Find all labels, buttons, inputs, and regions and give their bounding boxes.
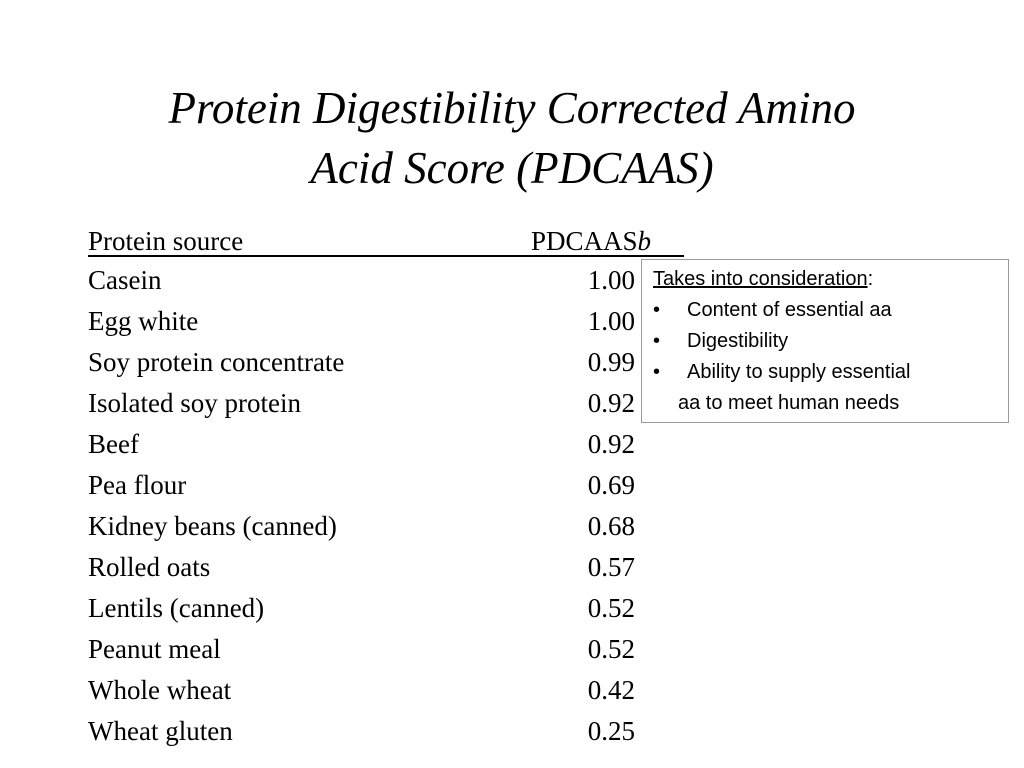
header-pdcaas-label: PDCAAS bbox=[531, 226, 638, 256]
consideration-item-text: Ability to supply essential bbox=[687, 361, 911, 383]
table-row: Egg white 1.00 bbox=[88, 301, 688, 342]
protein-source-cell: Beef bbox=[88, 429, 139, 459]
bullet-icon: • bbox=[653, 330, 661, 352]
table-row: Casein 1.00 bbox=[88, 260, 688, 301]
pdcaas-value-cell: 0.68 bbox=[587, 511, 635, 541]
pdcaas-value-cell: 0.25 bbox=[587, 716, 635, 746]
consideration-item-text: Content of essential aa bbox=[687, 299, 892, 321]
protein-source-cell: Peanut meal bbox=[88, 634, 221, 664]
table-row: Pea flour 0.69 bbox=[88, 465, 688, 506]
consideration-title: Takes into consideration bbox=[653, 268, 868, 290]
pdcaas-value-cell: 0.92 bbox=[587, 388, 635, 418]
pdcaas-value-cell: 0.52 bbox=[587, 634, 635, 664]
header-pdcaas-footnote: b bbox=[637, 226, 652, 256]
pdcaas-value-cell: 0.99 bbox=[587, 347, 635, 377]
header-underline bbox=[88, 255, 684, 257]
protein-source-cell: Lentils (canned) bbox=[88, 593, 265, 623]
protein-source-cell: Wheat gluten bbox=[88, 716, 233, 746]
protein-source-cell: Soy protein concentrate bbox=[88, 347, 345, 377]
pdcaas-value-cell: 0.42 bbox=[587, 675, 635, 705]
consideration-item: • Digestibility bbox=[653, 326, 1008, 357]
consideration-heading: Takes into consideration: bbox=[653, 264, 1008, 295]
consideration-item-text: Digestibility bbox=[687, 330, 789, 352]
title-line-2: Acid Score (PDCAAS) bbox=[310, 143, 714, 193]
table-row: Lentils (canned) 0.52 bbox=[88, 588, 688, 629]
title-line-1: Protein Digestibility Corrected Amino bbox=[168, 83, 856, 133]
consideration-box: Takes into consideration: • Content of es… bbox=[641, 259, 1009, 423]
table-row: Soy protein concentrate 0.99 bbox=[88, 342, 688, 383]
table-row: Peanut meal 0.52 bbox=[88, 629, 688, 670]
protein-source-cell: Kidney beans (canned) bbox=[88, 511, 337, 541]
header-protein-source: Protein source bbox=[88, 226, 244, 256]
table-row: Wheat gluten 0.25 bbox=[88, 711, 688, 752]
protein-source-cell: Isolated soy protein bbox=[88, 388, 301, 418]
pdcaas-value-cell: 1.00 bbox=[587, 306, 635, 336]
slide-title: Protein Digestibility Corrected Amino Ac… bbox=[0, 78, 1024, 198]
consideration-item: • Ability to supply essential bbox=[653, 357, 1008, 388]
pdcaas-value-cell: 0.92 bbox=[587, 429, 635, 459]
pdcaas-value-cell: 0.69 bbox=[587, 470, 635, 500]
protein-source-cell: Pea flour bbox=[88, 470, 187, 500]
pdcaas-value-cell: 1.00 bbox=[587, 265, 635, 295]
table-header: Protein source PDCAASb bbox=[88, 222, 688, 260]
pdcaas-value-cell: 0.52 bbox=[587, 593, 635, 623]
pdcaas-table: Protein source PDCAASb Casein 1.00 Egg whi… bbox=[88, 222, 688, 752]
protein-source-cell: Whole wheat bbox=[88, 675, 232, 705]
protein-source-cell: Egg white bbox=[88, 306, 199, 336]
consideration-list: • Content of essential aa • Digestibility • A… bbox=[653, 295, 1008, 388]
consideration-title-colon: : bbox=[867, 268, 874, 290]
consideration-item: • Content of essential aa bbox=[653, 295, 1008, 326]
bullet-icon: • bbox=[653, 299, 661, 321]
table-row: Rolled oats 0.57 bbox=[88, 547, 688, 588]
protein-source-cell: Rolled oats bbox=[88, 552, 211, 582]
header-pdcaas: PDCAASb bbox=[531, 222, 651, 260]
bullet-icon: • bbox=[653, 361, 661, 383]
table-row: Isolated soy protein 0.92 bbox=[88, 383, 688, 424]
table-row: Whole wheat 0.42 bbox=[88, 670, 688, 711]
protein-source-cell: Casein bbox=[88, 265, 162, 295]
table-row: Kidney beans (canned) 0.68 bbox=[88, 506, 688, 547]
table-body: Casein 1.00 Egg white 1.00 Soy protein conce… bbox=[88, 260, 688, 752]
table-row: Beef 0.92 bbox=[88, 424, 688, 465]
pdcaas-value-cell: 0.57 bbox=[587, 552, 635, 582]
consideration-continuation: aa to meet human needs bbox=[678, 392, 900, 414]
